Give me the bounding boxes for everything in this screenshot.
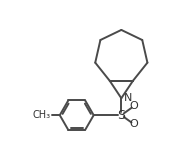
Text: O: O xyxy=(130,101,139,111)
Text: S: S xyxy=(117,109,125,122)
Text: O: O xyxy=(130,119,139,129)
Text: N: N xyxy=(124,93,132,103)
Text: CH₃: CH₃ xyxy=(32,110,50,120)
